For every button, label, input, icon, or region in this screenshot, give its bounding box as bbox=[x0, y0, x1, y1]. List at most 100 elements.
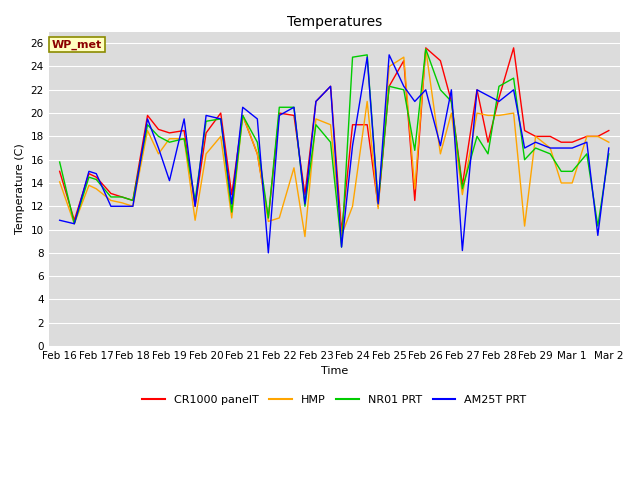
CR1000 panelT bbox=[605, 128, 612, 133]
NR01 PRT bbox=[495, 84, 503, 89]
NR01 PRT bbox=[338, 244, 346, 250]
NR01 PRT bbox=[374, 200, 382, 205]
NR01 PRT bbox=[411, 147, 419, 153]
CR1000 panelT bbox=[458, 182, 466, 188]
HMP bbox=[510, 110, 518, 116]
CR1000 panelT bbox=[521, 128, 529, 133]
CR1000 panelT bbox=[166, 130, 173, 136]
AM25T PRT bbox=[422, 87, 429, 93]
NR01 PRT bbox=[583, 151, 591, 157]
HMP bbox=[253, 151, 261, 157]
HMP bbox=[327, 122, 335, 128]
AM25T PRT bbox=[85, 168, 93, 174]
CR1000 panelT bbox=[129, 198, 137, 204]
HMP bbox=[458, 192, 466, 197]
AM25T PRT bbox=[338, 244, 346, 250]
AM25T PRT bbox=[92, 171, 100, 177]
HMP bbox=[484, 112, 492, 118]
NR01 PRT bbox=[364, 52, 371, 58]
NR01 PRT bbox=[400, 87, 408, 93]
AM25T PRT bbox=[129, 204, 137, 209]
HMP bbox=[473, 110, 481, 116]
AM25T PRT bbox=[228, 201, 236, 207]
AM25T PRT bbox=[56, 217, 63, 223]
CR1000 panelT bbox=[228, 192, 236, 197]
AM25T PRT bbox=[217, 116, 225, 122]
CR1000 panelT bbox=[85, 171, 93, 177]
CR1000 panelT bbox=[191, 204, 199, 209]
HMP bbox=[385, 64, 393, 70]
CR1000 panelT bbox=[217, 110, 225, 116]
AM25T PRT bbox=[239, 104, 246, 110]
NR01 PRT bbox=[557, 168, 565, 174]
CR1000 panelT bbox=[290, 112, 298, 118]
NR01 PRT bbox=[202, 119, 210, 124]
CR1000 panelT bbox=[202, 130, 210, 136]
NR01 PRT bbox=[155, 133, 163, 139]
HMP bbox=[166, 136, 173, 142]
HMP bbox=[129, 204, 137, 209]
HMP bbox=[521, 223, 529, 229]
HMP bbox=[202, 151, 210, 157]
HMP bbox=[364, 98, 371, 104]
NR01 PRT bbox=[349, 54, 356, 60]
AM25T PRT bbox=[253, 116, 261, 122]
NR01 PRT bbox=[436, 87, 444, 93]
CR1000 panelT bbox=[385, 84, 393, 89]
HMP bbox=[56, 179, 63, 185]
CR1000 panelT bbox=[364, 122, 371, 128]
NR01 PRT bbox=[447, 98, 455, 104]
AM25T PRT bbox=[510, 87, 518, 93]
NR01 PRT bbox=[290, 104, 298, 110]
NR01 PRT bbox=[275, 104, 283, 110]
NR01 PRT bbox=[594, 223, 602, 229]
Text: WP_met: WP_met bbox=[52, 39, 102, 50]
CR1000 panelT bbox=[264, 215, 272, 221]
HMP bbox=[301, 234, 308, 240]
NR01 PRT bbox=[264, 215, 272, 221]
AM25T PRT bbox=[568, 145, 576, 151]
HMP bbox=[70, 221, 78, 227]
NR01 PRT bbox=[191, 198, 199, 204]
CR1000 panelT bbox=[495, 95, 503, 101]
CR1000 panelT bbox=[557, 139, 565, 145]
NR01 PRT bbox=[605, 151, 612, 157]
AM25T PRT bbox=[605, 145, 612, 151]
HMP bbox=[228, 215, 236, 221]
NR01 PRT bbox=[228, 209, 236, 215]
X-axis label: Time: Time bbox=[321, 366, 348, 376]
HMP bbox=[191, 217, 199, 223]
CR1000 panelT bbox=[107, 191, 115, 196]
AM25T PRT bbox=[495, 98, 503, 104]
CR1000 panelT bbox=[275, 110, 283, 116]
HMP bbox=[583, 133, 591, 139]
HMP bbox=[547, 145, 554, 151]
Line: AM25T PRT: AM25T PRT bbox=[60, 55, 609, 253]
HMP bbox=[275, 215, 283, 221]
CR1000 panelT bbox=[312, 98, 320, 104]
HMP bbox=[436, 151, 444, 157]
HMP bbox=[92, 186, 100, 192]
NR01 PRT bbox=[385, 84, 393, 89]
CR1000 panelT bbox=[143, 112, 151, 118]
AM25T PRT bbox=[155, 145, 163, 151]
NR01 PRT bbox=[301, 204, 308, 209]
AM25T PRT bbox=[202, 112, 210, 118]
CR1000 panelT bbox=[118, 194, 125, 200]
CR1000 panelT bbox=[422, 45, 429, 51]
NR01 PRT bbox=[568, 168, 576, 174]
CR1000 panelT bbox=[583, 133, 591, 139]
NR01 PRT bbox=[532, 145, 540, 151]
AM25T PRT bbox=[301, 201, 308, 207]
HMP bbox=[85, 182, 93, 188]
CR1000 panelT bbox=[510, 45, 518, 51]
AM25T PRT bbox=[447, 87, 455, 93]
AM25T PRT bbox=[385, 52, 393, 58]
AM25T PRT bbox=[327, 84, 335, 89]
NR01 PRT bbox=[239, 112, 246, 118]
Line: HMP: HMP bbox=[60, 49, 609, 237]
HMP bbox=[605, 139, 612, 145]
AM25T PRT bbox=[180, 116, 188, 122]
AM25T PRT bbox=[312, 98, 320, 104]
AM25T PRT bbox=[264, 250, 272, 256]
